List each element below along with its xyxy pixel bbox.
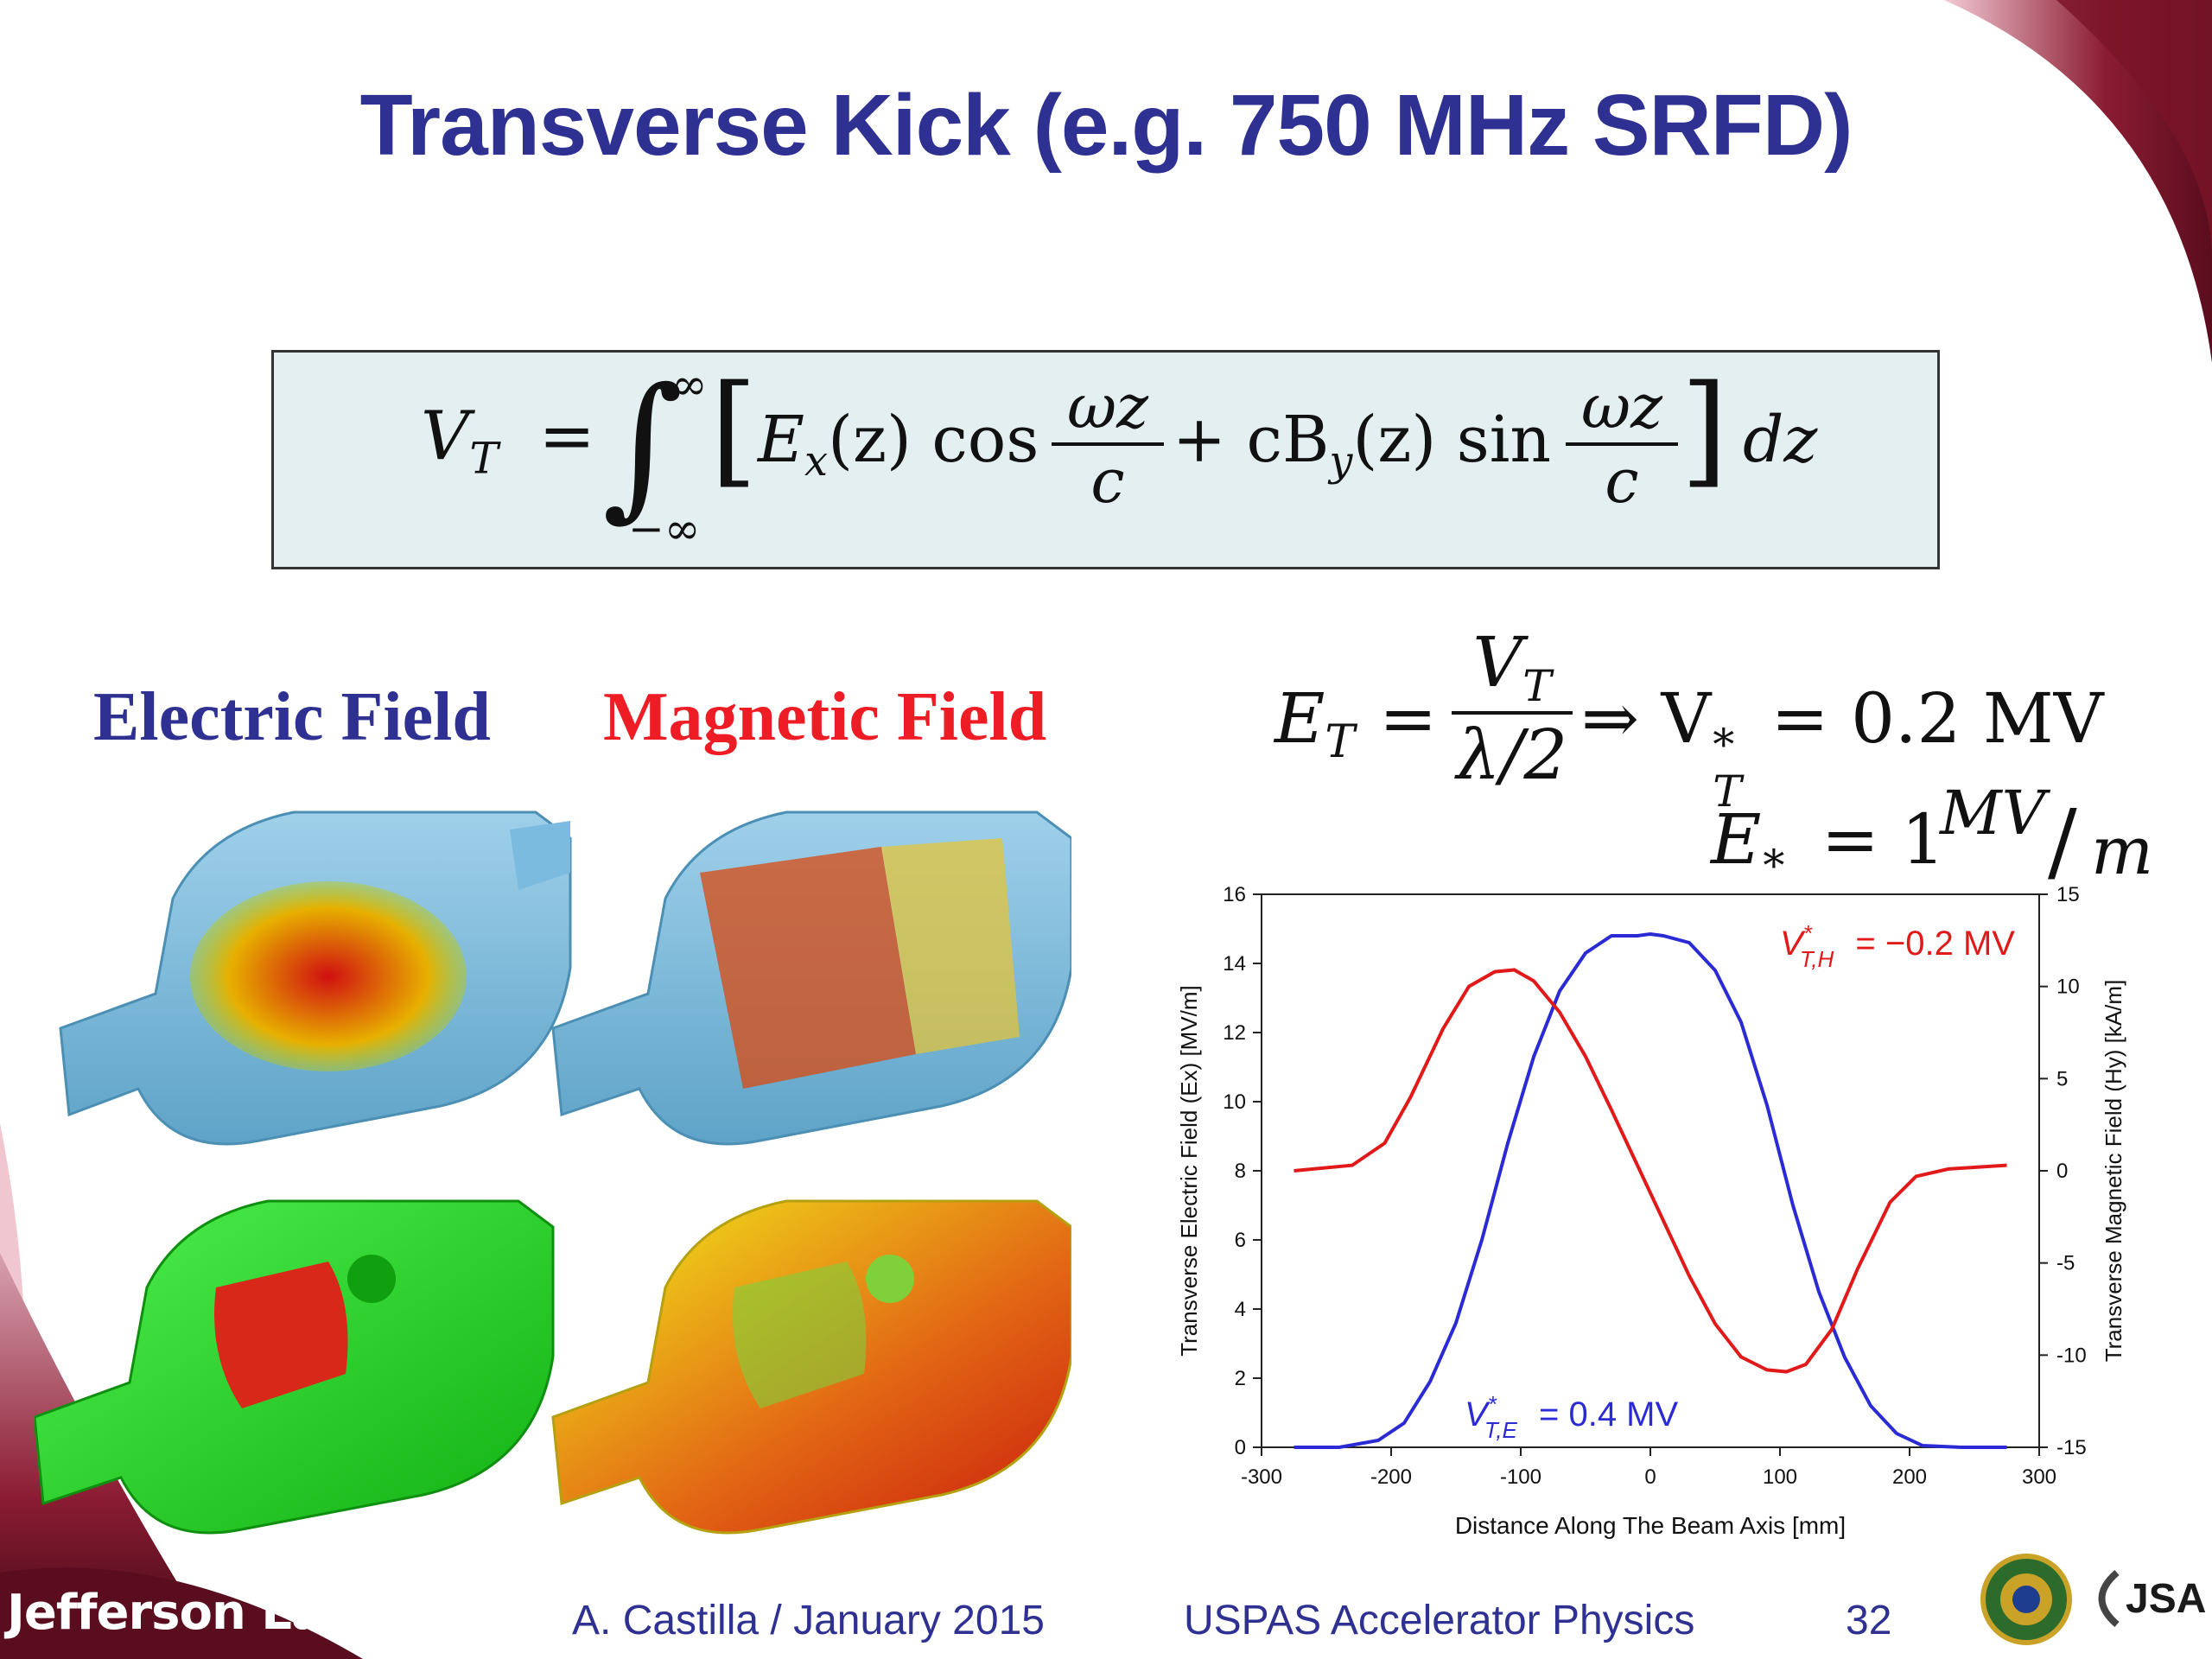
y2-tick-label: -10	[2056, 1344, 2087, 1367]
slide-title: Transverse Kick (e.g. 750 MHz SRFD)	[359, 77, 1853, 174]
y2-tick-label: -15	[2056, 1436, 2087, 1459]
annotation-vth: V* T,H = −0.2 MV	[1780, 920, 2015, 972]
page-number: 32	[1846, 1598, 1892, 1643]
eq-frac1-den: c	[1090, 446, 1125, 517]
x-tick-label: 200	[1892, 1465, 1927, 1489]
et-fraction: VT λ/2	[1452, 622, 1573, 795]
y-tick-label: 2	[1235, 1367, 1246, 1390]
eq-frac2-num: ωz	[1566, 372, 1678, 446]
et-unit-slash: /	[2048, 791, 2077, 892]
et-lhs-sub: T	[1325, 716, 1356, 768]
integral-lower-limit: −∞	[628, 504, 701, 554]
eq-term1-sub: x	[804, 436, 829, 486]
eq-term2: + cBy(z) sin	[1173, 403, 1551, 486]
et-star-sup: *	[1763, 841, 1785, 891]
et-star-equation: E*T = 1	[1711, 799, 1946, 938]
y2-tick-label: 15	[2056, 883, 2080, 906]
et-star-e: E	[1711, 799, 1762, 880]
eq-frac2-den: c	[1605, 446, 1639, 517]
x-tick-label: 300	[2022, 1465, 2056, 1489]
eq-term2-sub: y	[1329, 436, 1353, 486]
et-unit-den: m	[2091, 812, 2154, 889]
et-lhs: E	[1274, 678, 1325, 759]
field-profile-chart: -300 -200 -100 0 100 200 3000246810121416-15-1…	[1176, 883, 2126, 1539]
series-line-h	[1294, 968, 2007, 1374]
eq-term2-cb: + cB	[1173, 403, 1330, 477]
y2-axis-label: Transverse Magnetic Field (Hy) [kA/m]	[2101, 980, 2126, 1363]
integral-upper-limit: ∞	[671, 359, 708, 410]
et-equation-lhs: ET =	[1274, 678, 1438, 768]
vt-star-equation: ⇒ V * T = 0.2 MV	[1581, 678, 2104, 817]
y-tick-label: 4	[1235, 1298, 1246, 1321]
y-tick-label: 16	[1223, 883, 1246, 906]
jefferson-lab-logo: Jefferson Lab	[0, 1573, 484, 1659]
y-tick-label: 6	[1235, 1229, 1246, 1252]
y-tick-label: 12	[1223, 1021, 1246, 1045]
y2-tick-label: 0	[2056, 1160, 2068, 1183]
eq-lhs-sub: T	[469, 433, 499, 484]
jsa-logo: JSA	[2098, 1569, 2206, 1628]
jefferson-lab-logo-text: Jefferson Lab	[7, 1585, 358, 1641]
y2-tick-label: 5	[2056, 1067, 2068, 1090]
vt-value: = 0.2 MV	[1770, 678, 2104, 759]
y-tick-label: 10	[1223, 1090, 1246, 1114]
main-equation-box: VT = ∫ ∞ −∞ [ Ex(z) cos ωz c + cBy(z) si…	[271, 350, 1940, 569]
et-frac-num-sub: T	[1522, 661, 1552, 711]
eq-dz: dz	[1743, 403, 1818, 477]
et-star-value: = 1	[1821, 799, 1946, 880]
eq-term1: Ex(z) cos	[758, 403, 1039, 486]
eq-frac2: ωz c	[1566, 372, 1678, 517]
et-frac-num: V	[1472, 622, 1523, 702]
y-tick-label: 8	[1235, 1160, 1246, 1183]
footer-author: A. Castilla / January 2015	[572, 1598, 1045, 1643]
electric-field-surface-image	[35, 1199, 555, 1535]
eq-frac1: ωz c	[1052, 372, 1164, 517]
doe-seal-icon	[1980, 1554, 2072, 1645]
jsa-logo-text: JSA	[2126, 1576, 2206, 1622]
vt-sub: T	[1713, 766, 1742, 817]
cavity-field-images	[35, 810, 1071, 1535]
eq-equals: =	[538, 397, 595, 475]
integral-sign: ∫	[602, 355, 683, 536]
main-equation: VT =	[421, 397, 614, 484]
eq-lhs: V	[421, 397, 470, 475]
eq-frac1-num: ωz	[1052, 372, 1164, 446]
eq-term1-arg: (z) cos	[828, 403, 1039, 477]
x-tick-label: -100	[1500, 1465, 1541, 1489]
electric-field-label: Electric Field	[93, 679, 491, 755]
vt-sup: *	[1713, 720, 1735, 770]
y2-tick-label: 10	[2056, 976, 2080, 999]
x-axis-label: Distance Along The Beam Axis [mm]	[1455, 1512, 1846, 1539]
et-unit-num: MV	[1940, 778, 2046, 849]
y-tick-label: 14	[1223, 952, 1246, 976]
magnetic-field-label: Magnetic Field	[603, 679, 1047, 755]
implies-v: ⇒ V	[1581, 678, 1712, 759]
chart-plot-area	[1261, 893, 2040, 1448]
magnetic-field-arrows-image	[551, 810, 1071, 1146]
footer-course: USPAS Accelerator Physics	[1184, 1598, 1695, 1643]
series-line-e	[1294, 931, 2007, 1449]
eq-term1-e: E	[758, 403, 805, 477]
y-tick-label: 0	[1235, 1436, 1246, 1459]
x-tick-label: 0	[1644, 1465, 1656, 1489]
annotation-vte: V* T,E = 0.4 MV	[1465, 1391, 1679, 1443]
eq-term2-arg: (z) sin	[1352, 403, 1552, 477]
y-axis-label: Transverse Electric Field (Ex) [MV/m]	[1176, 985, 1202, 1357]
left-bracket: [	[710, 359, 758, 500]
et-frac-den: λ/2	[1456, 715, 1568, 795]
x-tick-label: -300	[1241, 1465, 1282, 1489]
electric-field-arrows-image	[59, 810, 572, 1146]
x-tick-label: -200	[1370, 1465, 1412, 1489]
right-bracket: ]	[1681, 359, 1728, 500]
x-tick-label: 100	[1763, 1465, 1797, 1489]
y2-tick-label: -5	[2056, 1252, 2075, 1275]
magnetic-field-surface-image	[551, 1199, 1071, 1535]
